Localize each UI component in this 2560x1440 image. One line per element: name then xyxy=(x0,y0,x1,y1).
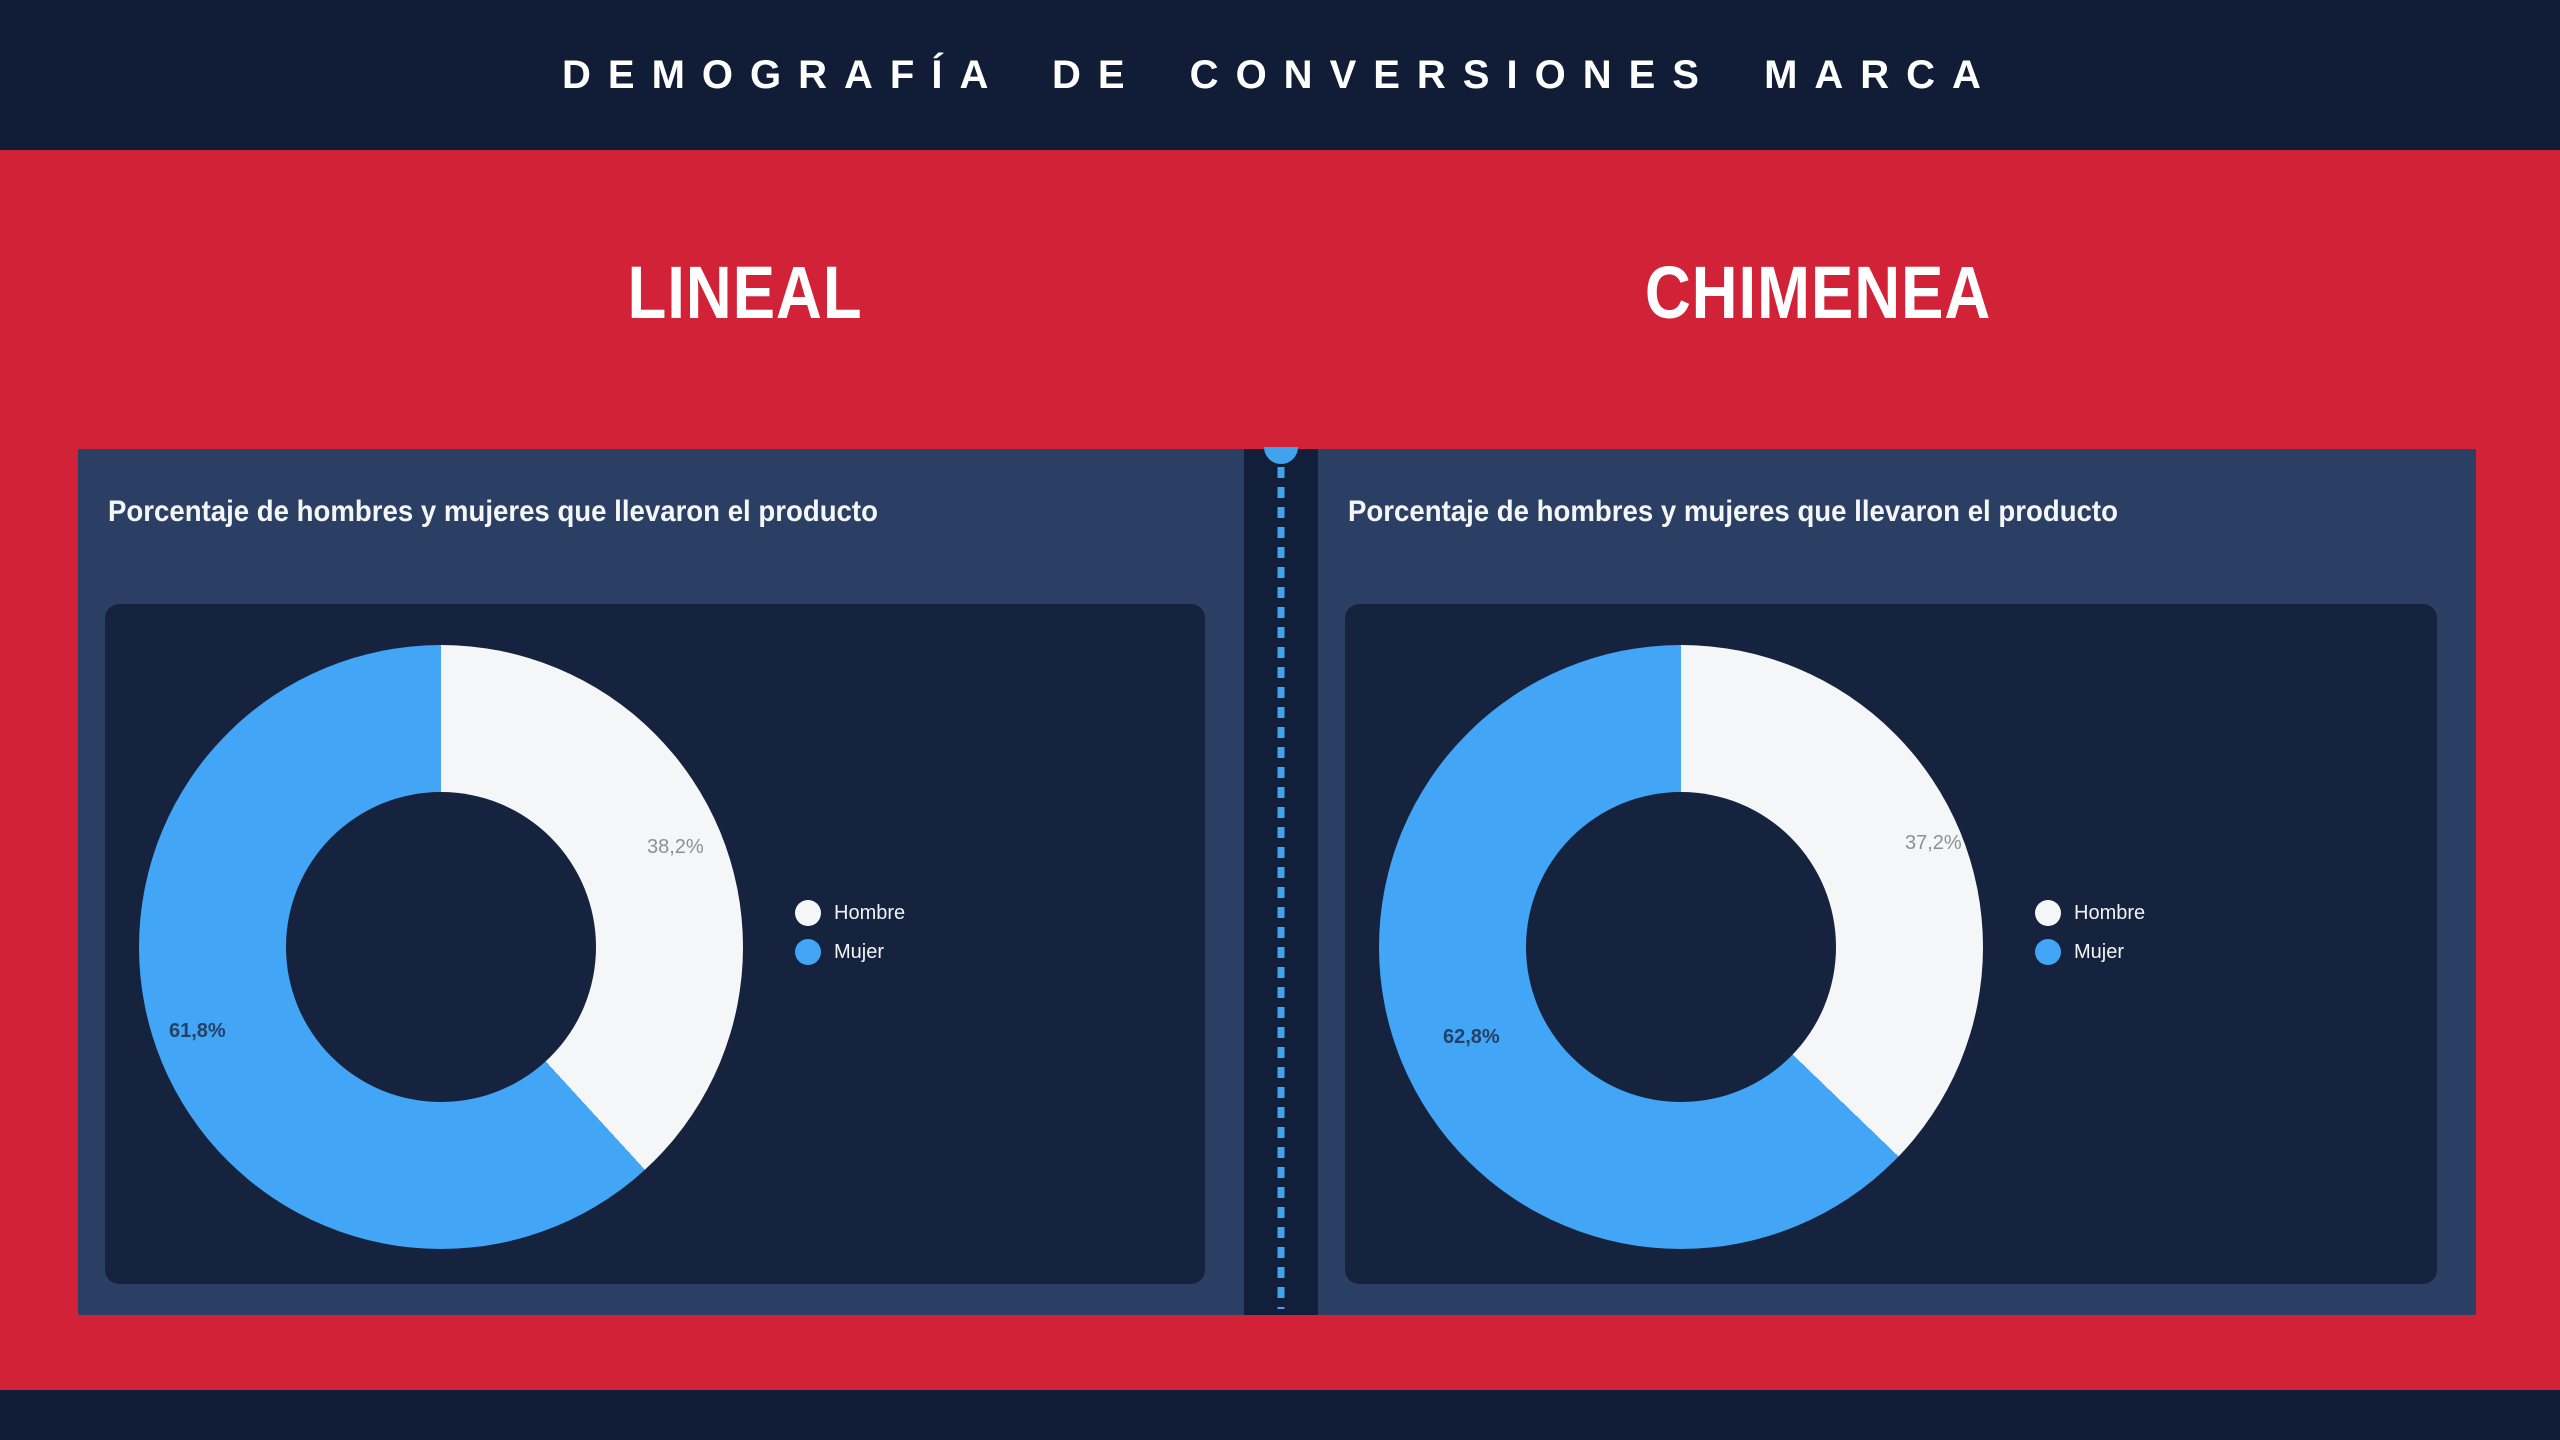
legend-item-mujer: Mujer xyxy=(2035,939,2145,965)
panel-chimenea: Porcentaje de hombres y mujeres que llev… xyxy=(1318,449,2476,1315)
bottom-bar xyxy=(0,1390,2560,1440)
divider-handle-icon xyxy=(1264,447,1298,464)
panel-lineal: Porcentaje de hombres y mujeres que llev… xyxy=(78,449,1244,1315)
chart-card: 37,2% 62,8% Hombre Mujer xyxy=(1345,604,2437,1284)
panel-divider xyxy=(1244,447,1318,1315)
legend-dot-hombre xyxy=(2035,900,2061,926)
legend-label-hombre: Hombre xyxy=(2074,901,2146,924)
legend-item-hombre: Hombre xyxy=(795,900,905,926)
chart-title: Porcentaje de hombres y mujeres que llev… xyxy=(108,495,878,528)
legend-label-mujer: Mujer xyxy=(2074,940,2125,963)
legend-dot-hombre xyxy=(795,900,821,926)
legend-label-hombre: Hombre xyxy=(834,901,906,924)
chart-card: 38,2% 61,8% Hombre Mujer xyxy=(105,604,1205,1284)
legend-item-mujer: Mujer xyxy=(795,939,905,965)
donut-hole xyxy=(286,792,596,1102)
slice-label-mujer: 61,8% xyxy=(169,1020,226,1042)
legend-item-hombre: Hombre xyxy=(2035,900,2145,926)
donut-chart-chimenea xyxy=(1379,645,1983,1249)
slice-label-mujer: 62,8% xyxy=(1443,1026,1500,1048)
donut-hole xyxy=(1526,792,1836,1102)
slice-label-hombre: 38,2% xyxy=(647,836,704,858)
slice-label-hombre: 37,2% xyxy=(1905,832,1962,854)
section-heading-lineal: LINEAL xyxy=(627,251,863,334)
legend-dot-mujer xyxy=(2035,939,2061,965)
donut-chart-lineal xyxy=(139,645,743,1249)
divider-dotted-line xyxy=(1277,467,1285,1309)
legend: Hombre Mujer xyxy=(795,900,905,965)
top-bar: DEMOGRAFÍA DE CONVERSIONES MARCA xyxy=(0,0,2560,150)
page-title: DEMOGRAFÍA DE CONVERSIONES MARCA xyxy=(562,52,1998,97)
legend: Hombre Mujer xyxy=(2035,900,2145,965)
chart-title: Porcentaje de hombres y mujeres que llev… xyxy=(1348,495,2118,528)
legend-dot-mujer xyxy=(795,939,821,965)
section-heading-chimenea: CHIMENEA xyxy=(1644,251,1992,334)
legend-label-mujer: Mujer xyxy=(834,940,885,963)
